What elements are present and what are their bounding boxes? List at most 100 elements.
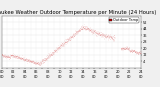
Point <box>95 32 98 34</box>
Point <box>86 29 88 30</box>
Point <box>86 26 88 27</box>
Point <box>121 48 124 50</box>
Point <box>138 52 141 53</box>
Point <box>56 48 58 50</box>
Point <box>21 59 24 60</box>
Point <box>41 61 44 62</box>
Point <box>54 50 56 51</box>
Point <box>101 32 104 34</box>
Point <box>45 59 47 60</box>
Point <box>79 30 81 31</box>
Point <box>26 60 28 61</box>
Point <box>92 28 94 30</box>
Point <box>22 59 24 61</box>
Point <box>32 61 35 63</box>
Point <box>43 61 45 63</box>
Point <box>105 36 108 37</box>
Point <box>29 61 31 62</box>
Point <box>41 60 44 61</box>
Point <box>5 57 8 58</box>
Point <box>112 39 114 40</box>
Point <box>10 55 13 57</box>
Point <box>87 28 89 29</box>
Point <box>51 53 54 54</box>
Point <box>131 50 133 51</box>
Point <box>63 43 65 44</box>
Point <box>41 59 44 60</box>
Point <box>106 36 109 37</box>
Point <box>127 48 129 50</box>
Point <box>66 38 68 40</box>
Point <box>25 58 27 60</box>
Point <box>82 26 84 28</box>
Point <box>76 33 78 34</box>
Point <box>38 61 41 62</box>
Point <box>132 50 135 52</box>
Point <box>65 40 68 42</box>
Point <box>19 57 22 58</box>
Point <box>88 29 91 30</box>
Point <box>13 55 16 56</box>
Point <box>129 51 131 52</box>
Point <box>125 48 127 49</box>
Point <box>134 52 137 53</box>
Point <box>109 35 111 37</box>
Point <box>124 47 127 48</box>
Point <box>121 49 124 50</box>
Point <box>47 56 50 57</box>
Point <box>92 31 95 32</box>
Point <box>133 50 135 51</box>
Point <box>29 60 32 61</box>
Point <box>84 28 87 29</box>
Point <box>52 53 54 54</box>
Point <box>31 61 33 62</box>
Point <box>138 52 141 54</box>
Point <box>106 36 108 37</box>
Point <box>91 31 93 32</box>
Point <box>68 37 71 38</box>
Point <box>98 33 101 35</box>
Point <box>57 48 60 49</box>
Point <box>97 32 100 33</box>
Point <box>62 42 64 43</box>
Point <box>73 35 76 36</box>
Point <box>46 57 48 58</box>
Point <box>139 52 141 53</box>
Point <box>83 28 86 29</box>
Point <box>47 56 50 58</box>
Point <box>48 55 51 56</box>
Point <box>137 51 140 52</box>
Point <box>72 36 75 37</box>
Point <box>80 28 82 29</box>
Point <box>42 62 44 63</box>
Point <box>46 55 49 57</box>
Point <box>97 33 100 34</box>
Point <box>22 57 25 59</box>
Point <box>122 48 125 49</box>
Point <box>11 54 13 56</box>
Point <box>34 61 37 62</box>
Point <box>76 32 78 33</box>
Point <box>110 36 112 38</box>
Point <box>129 49 131 50</box>
Point <box>133 50 136 51</box>
Point <box>41 59 44 61</box>
Point <box>55 47 57 48</box>
Point <box>94 31 97 32</box>
Point <box>24 59 27 61</box>
Point <box>102 35 105 37</box>
Point <box>3 55 5 57</box>
Point <box>12 56 15 58</box>
Point <box>68 38 71 39</box>
Point <box>33 61 35 62</box>
Point <box>10 54 12 56</box>
Point <box>66 39 69 40</box>
Point <box>69 37 72 38</box>
Point <box>81 28 84 29</box>
Point <box>12 56 14 57</box>
Point <box>18 55 20 56</box>
Point <box>101 33 103 34</box>
Point <box>18 58 20 59</box>
Point <box>59 43 61 45</box>
Point <box>31 60 33 62</box>
